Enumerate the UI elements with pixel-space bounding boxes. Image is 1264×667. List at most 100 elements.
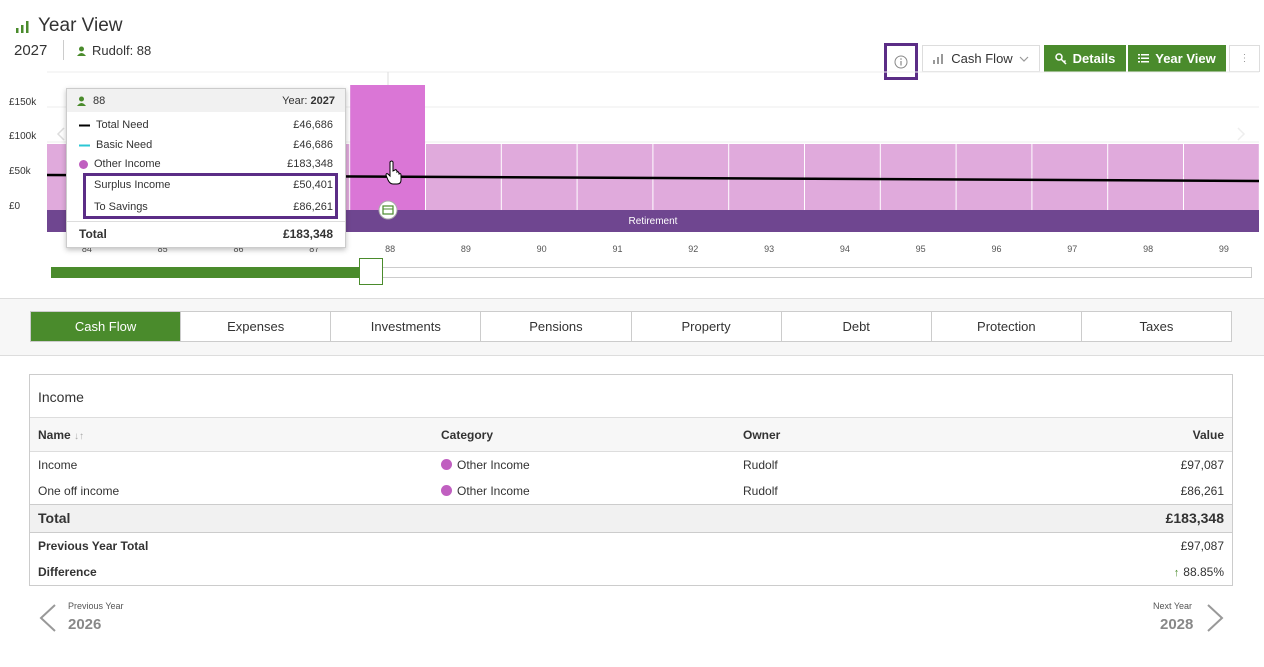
total-label: Total — [38, 510, 71, 526]
chart-bar[interactable] — [729, 144, 804, 210]
category-dot-icon — [441, 459, 452, 470]
x-tick-label: 90 — [536, 244, 547, 254]
row-category: Other Income — [441, 458, 530, 472]
x-tick-label: 86 — [233, 244, 244, 254]
tooltip-age-value: 88 — [93, 94, 106, 107]
chart-prev-arrow-icon[interactable] — [56, 127, 65, 141]
arrow-up-icon: ↑ — [1173, 567, 1180, 579]
tooltip-row-label: Other Income — [94, 158, 161, 170]
more-options-button[interactable]: ⋮ — [1229, 45, 1260, 72]
tab-cash-flow[interactable]: Cash Flow — [31, 312, 182, 341]
tooltip-year: Year: 2027 — [282, 95, 335, 107]
line-legend-icon — [79, 124, 90, 126]
tab-property[interactable]: Property — [632, 312, 782, 341]
row-name: Income — [38, 458, 78, 472]
person-icon — [77, 46, 86, 56]
x-tick-label: 95 — [915, 244, 926, 254]
tab-expenses[interactable]: Expenses — [181, 312, 332, 341]
tooltip-row-label: Basic Need — [96, 139, 153, 151]
x-tick-label: 87 — [309, 244, 320, 254]
next-year-arrow-icon[interactable] — [1204, 603, 1226, 633]
tooltip-year-label: Year: — [282, 94, 308, 107]
previous-year-value: £97,087 — [1180, 539, 1224, 553]
y-tick-label: £50k — [9, 166, 31, 177]
header-divider — [63, 40, 64, 60]
column-name-header[interactable]: Name ↓↑ — [38, 428, 84, 442]
next-year-label[interactable]: Next Year — [1153, 601, 1193, 611]
chart-tooltip: 88 Year: 2027 Total Need £46,686 Basic N… — [66, 88, 346, 248]
tab-taxes[interactable]: Taxes — [1139, 319, 1174, 334]
income-panel: Income Name ↓↑ Category Owner Value Inco… — [29, 374, 1233, 586]
tab-investments[interactable]: Investments — [331, 312, 482, 341]
tooltip-row: Total Need £46,686 — [79, 119, 333, 131]
x-tick-label: 89 — [460, 244, 471, 254]
year-slider-fill — [51, 267, 361, 278]
year-slider-handle[interactable] — [359, 258, 383, 285]
tooltip-row-value: £183,348 — [287, 158, 333, 170]
row-category: Other Income — [441, 484, 530, 498]
tooltip-row-value: £86,261 — [293, 201, 333, 213]
tooltip-row-label: Total Need — [96, 119, 149, 131]
tooltip-header: 88 Year: 2027 — [67, 89, 345, 112]
tooltip-row-value: £46,686 — [293, 119, 333, 131]
cash-flow-label: Cash Flow — [951, 51, 1013, 66]
calendar-event-icon[interactable] — [378, 200, 398, 220]
x-tick-label: 84 — [81, 244, 92, 254]
tooltip-age: 88 — [77, 95, 105, 107]
tooltip-total-label: Total — [79, 227, 107, 241]
x-tick-label: 88 — [385, 244, 396, 254]
previous-year-value[interactable]: 2026 — [68, 616, 102, 633]
row-value: £86,261 — [1180, 484, 1224, 498]
previous-year-label[interactable]: Previous Year — [68, 601, 124, 611]
chart-next-arrow-icon[interactable] — [1237, 127, 1246, 141]
chart-bar[interactable] — [1184, 144, 1259, 210]
info-button[interactable] — [884, 43, 918, 80]
dot-legend-icon — [79, 159, 88, 169]
chart-bar[interactable] — [1032, 144, 1108, 210]
chart-bar[interactable] — [1108, 144, 1183, 210]
column-name-label: Name — [38, 428, 71, 442]
chart-bar[interactable] — [880, 144, 956, 210]
previous-year-arrow-icon[interactable] — [37, 603, 59, 633]
info-icon — [894, 55, 908, 68]
chart-bar[interactable] — [350, 85, 425, 210]
tab-protection[interactable]: Protection — [932, 312, 1082, 341]
tooltip-row-value: £50,401 — [293, 179, 333, 191]
difference-value: ↑ 88.85% — [1174, 565, 1224, 579]
tooltip-row-label: Surplus Income — [94, 179, 171, 191]
tooltip-row: To Savings £86,261 — [94, 201, 333, 213]
tooltip-highlight-box — [83, 173, 338, 219]
chart-bar[interactable] — [956, 144, 1032, 210]
details-button[interactable]: Details — [1044, 45, 1126, 72]
x-tick-label: 98 — [1143, 244, 1154, 254]
tab-pensions[interactable]: Pensions — [481, 312, 632, 341]
tooltip-divider — [67, 221, 345, 222]
cash-flow-dropdown[interactable]: Cash Flow — [922, 45, 1040, 72]
x-tick-label: 94 — [839, 244, 850, 254]
row-value: £97,087 — [1180, 458, 1224, 472]
x-tick-label: 85 — [157, 244, 168, 254]
difference-label: Difference — [38, 565, 97, 579]
chart-bar[interactable] — [805, 144, 880, 210]
chart-bars-icon — [933, 53, 944, 64]
year-view-button[interactable]: Year View — [1128, 45, 1226, 72]
next-year-value[interactable]: 2028 — [1160, 616, 1194, 633]
chart-bars-icon — [16, 21, 29, 33]
income-title: Income — [38, 389, 84, 405]
details-label: Details — [1072, 51, 1116, 66]
current-year: 2027 — [14, 42, 48, 59]
y-tick-label: £150k — [9, 97, 37, 108]
row-category-label: Other Income — [457, 484, 530, 498]
column-owner-header: Owner — [743, 428, 781, 442]
section-divider — [0, 298, 1264, 299]
tab-debt[interactable]: Debt — [782, 312, 932, 341]
total-value: £183,348 — [1165, 510, 1224, 526]
divider — [30, 451, 1232, 452]
column-category-header: Category — [441, 428, 494, 442]
x-tick-label: 93 — [764, 244, 775, 254]
row-name: One off income — [38, 484, 120, 498]
chevron-down-icon — [1019, 56, 1029, 62]
tooltip-row-value: £46,686 — [293, 139, 333, 151]
tooltip-year-value: 2027 — [310, 94, 335, 107]
sort-icon[interactable]: ↓↑ — [74, 431, 85, 442]
